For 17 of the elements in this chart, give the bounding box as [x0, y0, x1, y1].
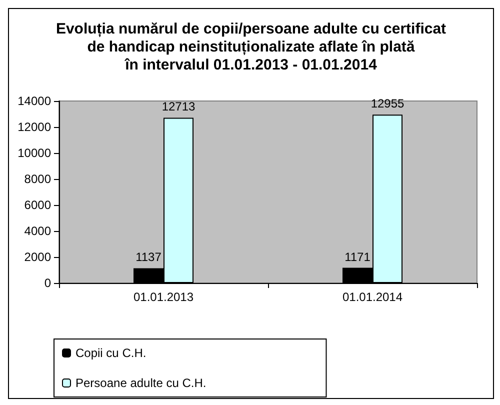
y-tick-label: 2000 [24, 250, 52, 264]
legend-label: Copii cu C.H. [76, 346, 146, 360]
y-tick-label: 10000 [18, 146, 52, 160]
y-tick-label: 0 [44, 276, 52, 290]
y-tick-label: 12000 [18, 120, 52, 134]
y-tick-label: 8000 [24, 172, 52, 186]
legend-label: Persoane adulte cu C.H. [76, 376, 206, 390]
data-label: 12955 [370, 96, 405, 111]
y-tick-label: 14000 [18, 94, 52, 108]
data-label: 12713 [162, 100, 196, 114]
data-label: 1171 [344, 250, 371, 264]
chart-title: Evoluția numărul de copii/persoane adulte cu certificat de handicap neinstituționalizate aflate în plată în intervalul 01.01.2013 - 01.01.2014 [56, 20, 446, 74]
x-tick-label: 01.01.2014 [342, 290, 403, 304]
x-tick-label: 01.01.2013 [133, 290, 194, 304]
data-label: 1137 [136, 250, 162, 264]
y-tick-label: 4000 [24, 224, 52, 238]
y-tick-label: 6000 [24, 198, 52, 212]
